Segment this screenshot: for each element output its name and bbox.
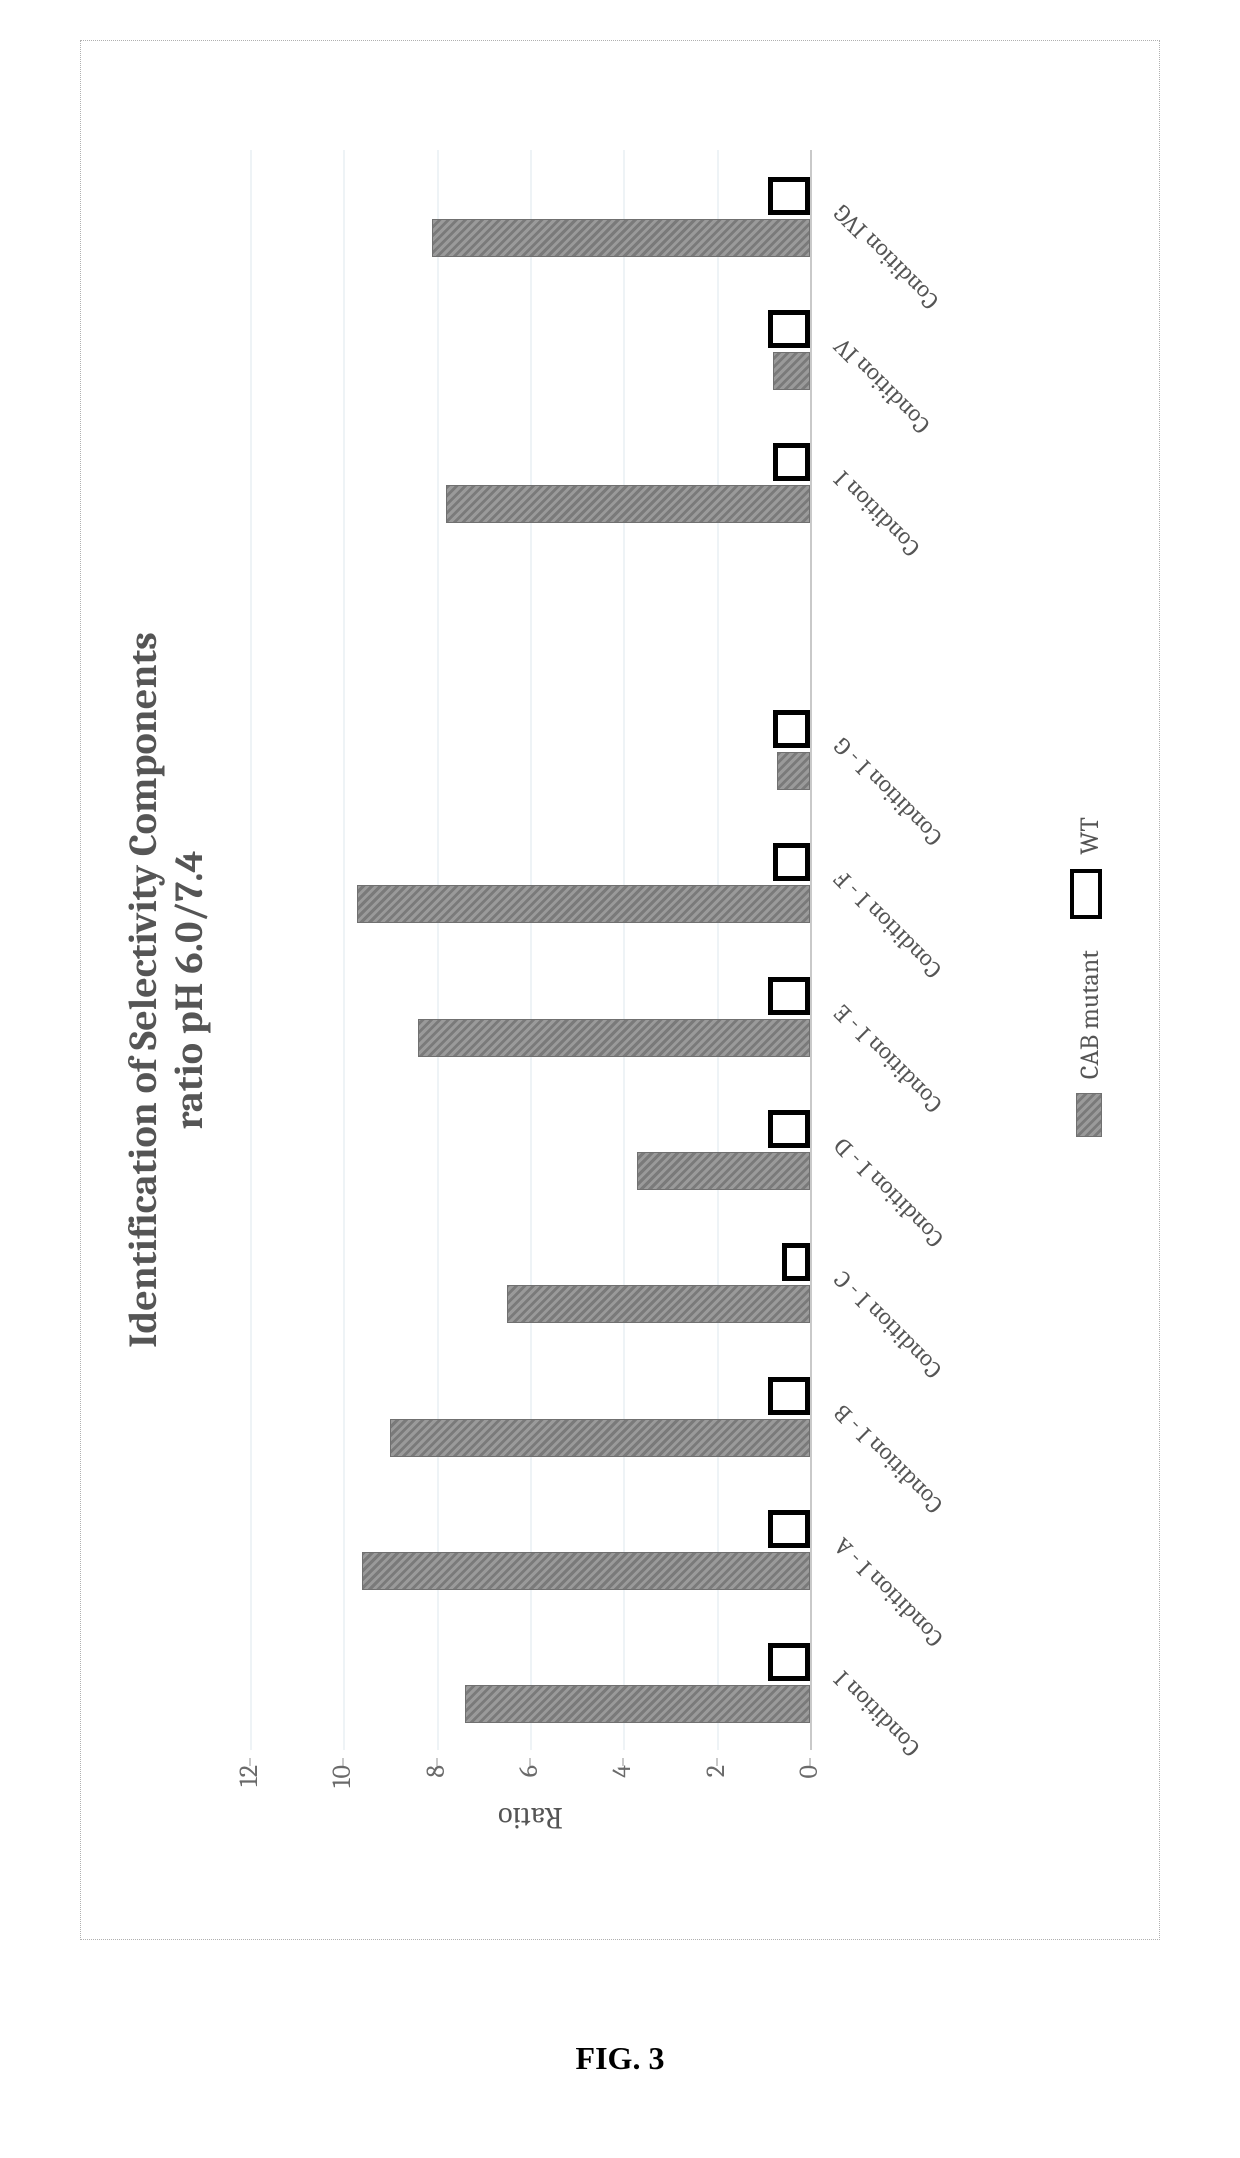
bar-group <box>250 977 810 1057</box>
chart-title: Identification of Selectivity Components… <box>120 40 212 1940</box>
figure-caption: FIG. 3 <box>0 2040 1240 2077</box>
page-root: Identification of Selectivity Components… <box>0 0 1240 2158</box>
y-tick-label-4: 4 <box>607 1765 637 1820</box>
legend-swatch-cab <box>1076 1093 1102 1137</box>
y-tick-label-2: 2 <box>701 1765 731 1820</box>
x-tick-label: Condition I - A <box>828 1532 948 1652</box>
x-tick-label: Condition I - G <box>828 732 947 851</box>
bar-group <box>250 843 810 923</box>
bar-cab <box>777 752 810 790</box>
plot-area: 024681012 Condition ICondition I - ACond… <box>250 150 810 1750</box>
bar-cab <box>773 352 810 390</box>
legend: CAB mutant WT <box>1070 40 1105 1940</box>
x-tick-label: Condition I <box>828 466 925 563</box>
legend-swatch-wt <box>1070 869 1102 919</box>
bar-group <box>250 443 810 523</box>
x-tick-label: Condition I - F <box>828 866 947 985</box>
y-tick-label-12: 12 <box>234 1765 264 1820</box>
bar-wt <box>768 177 810 215</box>
bar-group <box>250 1377 810 1457</box>
chart-title-line1: Identification of Selectivity Components <box>120 40 166 1940</box>
bar-group <box>250 1243 810 1323</box>
bar-wt <box>773 843 810 881</box>
bar-wt <box>773 443 810 481</box>
y-tick-label-6: 6 <box>514 1765 544 1820</box>
bar-cab <box>637 1152 810 1190</box>
bar-group <box>250 1510 810 1590</box>
bar-wt <box>782 1243 810 1281</box>
bar-group <box>250 310 810 390</box>
bar-cab <box>446 485 810 523</box>
bar-wt <box>768 977 810 1015</box>
x-tick-label: Condition IV <box>828 332 935 439</box>
bar-wt <box>768 1643 810 1681</box>
bar-cab <box>357 885 810 923</box>
bar-cab <box>362 1552 810 1590</box>
bar-wt <box>768 1110 810 1148</box>
x-tick-label: Condition I - D <box>828 1132 949 1253</box>
bar-group <box>250 710 810 790</box>
x-tick-label: Condition I - E <box>828 999 947 1118</box>
legend-label-wt: WT <box>1075 817 1105 855</box>
bar-cab <box>432 219 810 257</box>
y-tick-label-0: 0 <box>794 1765 824 1820</box>
x-tick-label: Condition I <box>828 1666 925 1763</box>
bar-group <box>250 1643 810 1723</box>
bar-group <box>250 177 810 257</box>
bar-wt <box>768 1377 810 1415</box>
bar-wt <box>768 1510 810 1548</box>
bars-container <box>250 150 810 1750</box>
bar-cab <box>465 1685 810 1723</box>
bar-group <box>250 1110 810 1190</box>
y-tick-label-10: 10 <box>327 1765 357 1820</box>
x-tick-label: Condition I - B <box>828 1399 948 1519</box>
chart-title-line2: ratio pH 6.0/7.4 <box>166 40 212 1940</box>
bar-cab <box>390 1419 810 1457</box>
legend-label-cab: CAB mutant <box>1075 950 1105 1079</box>
bar-wt <box>768 310 810 348</box>
x-tick-label: Condition IVG <box>828 199 944 315</box>
y-tick-label-8: 8 <box>421 1765 451 1820</box>
bar-cab <box>507 1285 810 1323</box>
bar-wt <box>773 710 810 748</box>
chart-rotated-wrapper: Identification of Selectivity Components… <box>80 40 1160 1940</box>
bar-cab <box>418 1019 810 1057</box>
x-tick-label: Condition I - C <box>828 1266 947 1385</box>
